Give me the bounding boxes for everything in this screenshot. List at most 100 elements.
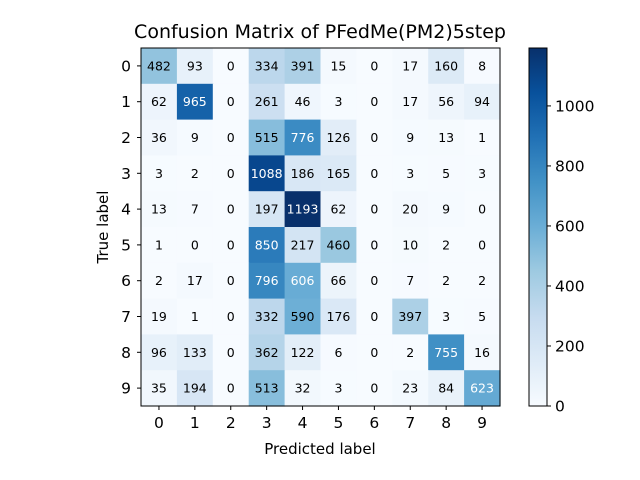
cell-value-label: 362 bbox=[255, 345, 279, 360]
cell-value-label: 2 bbox=[442, 237, 450, 252]
heatmap-cell bbox=[212, 262, 250, 300]
cell-value-label: 2 bbox=[442, 273, 450, 288]
colorbar-tick-label: 0 bbox=[555, 398, 565, 416]
heatmap-cell bbox=[212, 191, 250, 228]
cell-value-label: 965 bbox=[183, 94, 207, 109]
colorbar-tick-label: 1000 bbox=[555, 97, 594, 115]
heatmap-cells: 482 93 0 334 391 15 0 17 160 862 965 0 261 46 3 0 17 56 94… bbox=[141, 48, 501, 407]
heatmap-cell bbox=[464, 191, 501, 228]
cell-value-label: 261 bbox=[255, 94, 279, 109]
colorbar-tick-label: 800 bbox=[555, 157, 585, 175]
x-tick-label: 2 bbox=[226, 414, 236, 432]
heatmap-cell bbox=[212, 298, 250, 335]
cell-value-label: 10 bbox=[402, 237, 418, 252]
heatmap-cell bbox=[356, 334, 393, 371]
cell-value-label: 133 bbox=[183, 345, 207, 360]
cell-value-label: 334 bbox=[255, 58, 279, 73]
heatmap-cell bbox=[248, 370, 286, 407]
heatmap-cell bbox=[464, 155, 501, 192]
heatmap-cell bbox=[464, 48, 501, 85]
cell-value-label: 3 bbox=[334, 94, 342, 109]
cell-value-label: 7 bbox=[406, 273, 414, 288]
cell-value-label: 0 bbox=[370, 202, 378, 217]
heatmap-cell bbox=[356, 370, 393, 407]
cell-value-label: 515 bbox=[255, 130, 279, 145]
heatmap-cell bbox=[428, 155, 465, 192]
heatmap-cell bbox=[392, 334, 429, 371]
cell-value-label: 3 bbox=[442, 309, 450, 324]
heatmap-cell bbox=[248, 298, 286, 335]
cell-value-label: 197 bbox=[255, 202, 279, 217]
cell-value-label: 217 bbox=[291, 237, 315, 252]
cell-value-label: 3 bbox=[406, 166, 414, 181]
cell-value-label: 9 bbox=[191, 130, 199, 145]
cell-value-label: 17 bbox=[187, 273, 203, 288]
heatmap-cell bbox=[428, 334, 465, 371]
y-tick-label: 3 bbox=[121, 165, 131, 183]
heatmap-cell bbox=[212, 83, 250, 121]
cell-value-label: 776 bbox=[291, 130, 315, 145]
heatmap-cell bbox=[428, 370, 465, 407]
cell-value-label: 6 bbox=[334, 345, 342, 360]
cell-value-label: 16 bbox=[474, 345, 490, 360]
colorbar-tick-label: 200 bbox=[555, 337, 585, 355]
cell-value-label: 0 bbox=[370, 94, 378, 109]
cell-value-label: 66 bbox=[330, 273, 346, 288]
heatmap-cell bbox=[320, 48, 357, 85]
heatmap-cell bbox=[248, 262, 286, 300]
cell-value-label: 3 bbox=[478, 166, 486, 181]
heatmap-cell bbox=[320, 334, 357, 371]
cell-value-label: 13 bbox=[151, 202, 167, 217]
y-tick-label: 7 bbox=[121, 308, 131, 326]
cell-value-label: 2 bbox=[478, 273, 486, 288]
cell-value-label: 850 bbox=[255, 237, 279, 252]
cell-value-label: 126 bbox=[327, 130, 351, 145]
plot-frame bbox=[140, 47, 501, 407]
cell-value-label: 46 bbox=[295, 94, 311, 109]
cell-value-label: 332 bbox=[255, 309, 279, 324]
heatmap-cell bbox=[141, 298, 178, 335]
heatmap-cell bbox=[428, 83, 465, 121]
heatmap-cell bbox=[392, 191, 429, 228]
heatmap-cell bbox=[141, 191, 178, 228]
cell-value-label: 482 bbox=[147, 58, 171, 73]
cell-value-label: 160 bbox=[434, 58, 458, 73]
heatmap-cell bbox=[248, 227, 286, 264]
x-tick-label: 5 bbox=[334, 414, 344, 432]
heatmap-cell bbox=[284, 119, 322, 156]
heatmap-cell bbox=[212, 227, 250, 264]
cell-value-label: 0 bbox=[227, 309, 235, 324]
x-axis-label: Predicted label bbox=[264, 440, 375, 458]
heatmap-cell bbox=[428, 191, 465, 228]
x-tick-label: 0 bbox=[154, 414, 164, 432]
heatmap-cell bbox=[176, 191, 214, 228]
heatmap-cell bbox=[284, 83, 322, 121]
cell-value-label: 94 bbox=[474, 94, 490, 109]
y-tick-label: 4 bbox=[121, 201, 131, 219]
cell-value-label: 0 bbox=[370, 273, 378, 288]
cell-value-label: 1193 bbox=[287, 202, 319, 217]
cell-value-label: 13 bbox=[438, 130, 454, 145]
cell-value-label: 2 bbox=[406, 345, 414, 360]
cell-value-label: 62 bbox=[330, 202, 346, 217]
x-tick-label: 1 bbox=[190, 414, 200, 432]
heatmap-cell bbox=[284, 262, 322, 300]
heatmap-cell bbox=[356, 119, 393, 156]
x-tick-label: 8 bbox=[441, 414, 451, 432]
cell-value-label: 19 bbox=[151, 309, 167, 324]
cell-value-label: 9 bbox=[406, 130, 414, 145]
y-axis-label: True label bbox=[94, 191, 112, 265]
y-axis-ticks: 0 1 2 3 4 5 6 7 8 9 bbox=[121, 57, 141, 398]
cell-value-label: 0 bbox=[227, 94, 235, 109]
heatmap-cell bbox=[320, 227, 357, 264]
cell-value-label: 3 bbox=[155, 166, 163, 181]
heatmap-cell bbox=[176, 227, 214, 264]
heatmap-cell bbox=[284, 155, 322, 192]
heatmap-cell bbox=[176, 155, 214, 192]
cell-value-label: 0 bbox=[370, 237, 378, 252]
x-tick-label: 9 bbox=[477, 414, 487, 432]
cell-value-label: 9 bbox=[442, 202, 450, 217]
heatmap-cell bbox=[356, 83, 393, 121]
heatmap-cell bbox=[284, 370, 322, 407]
